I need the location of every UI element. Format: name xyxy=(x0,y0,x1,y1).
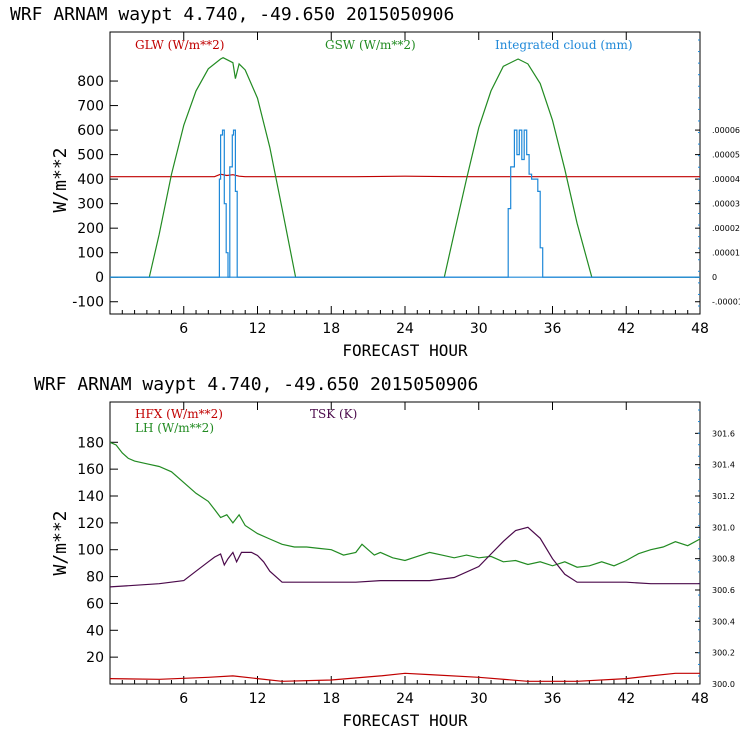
y-tick-label: 160 xyxy=(77,462,104,478)
y-tick-label: 600 xyxy=(77,123,104,139)
legend: HFX (W/m**2)LH (W/m**2) TSK (K) xyxy=(135,407,357,435)
y-tick-label: 40 xyxy=(86,623,104,639)
y-tick-label: 500 xyxy=(77,148,104,164)
right-tick-label: 300.2 xyxy=(712,649,735,658)
right-tick-label: .00005 xyxy=(712,151,740,160)
x-tick-label: 12 xyxy=(249,691,267,707)
chart-title: WRF ARNAM waypt 4.740, -49.650 201505090… xyxy=(34,374,478,395)
x-tick-label: 18 xyxy=(322,321,340,337)
radiation-cloud-chart: WRF ARNAM waypt 4.740, -49.650 201505090… xyxy=(10,4,740,360)
y-tick-label: 120 xyxy=(77,516,104,532)
chart-title: WRF ARNAM waypt 4.740, -49.650 201505090… xyxy=(10,4,454,25)
right-axis-ticks: -.00001 0 .00001 .00002 .00003 .00004 .00005 .0… xyxy=(695,39,740,307)
y-tick-label: 80 xyxy=(86,570,104,586)
right-tick-label: 301.2 xyxy=(712,492,735,501)
x-tick-label: 12 xyxy=(249,321,267,337)
legend-entry: TSK (K) xyxy=(310,407,357,421)
x-tick-label: 30 xyxy=(470,321,488,337)
right-tick-label: 300.0 xyxy=(712,680,735,689)
right-tick-label: .00003 xyxy=(712,200,740,209)
right-tick-label: 301.0 xyxy=(712,523,735,532)
legend-entry: GLW (W/m**2) xyxy=(135,38,224,52)
x-tick-label: 48 xyxy=(691,691,709,707)
x-tick-label: 6 xyxy=(179,691,188,707)
y-tick-label: 100 xyxy=(77,543,104,559)
y-tick-label: 60 xyxy=(86,596,104,612)
y-tick-label: 300 xyxy=(77,197,104,213)
y-tick-label: 700 xyxy=(77,99,104,115)
right-tick-label: .00006 xyxy=(712,126,740,135)
right-tick-label: 301.4 xyxy=(712,461,735,470)
y-axis-ticks: -100 0 100 200 300 400 500 600 700 800 xyxy=(72,74,118,311)
legend-entry: LH (W/m**2) xyxy=(135,421,214,435)
y-tick-label: 400 xyxy=(77,172,104,188)
x-tick-label: 36 xyxy=(544,691,562,707)
series-line-integrated-cloud-mm xyxy=(110,129,700,278)
right-tick-label: .00004 xyxy=(712,175,740,184)
surface-flux-chart: WRF ARNAM waypt 4.740, -49.650 201505090… xyxy=(34,374,735,730)
y-tick-label: 800 xyxy=(77,74,104,90)
series-line-tsk-k xyxy=(109,526,700,588)
y-tick-label: 180 xyxy=(77,435,104,451)
x-axis-ticks: 6 12 18 24 30 36 42 48 xyxy=(121,32,709,337)
x-tick-label: 18 xyxy=(322,691,340,707)
y-axis-label: W/m**2 xyxy=(50,510,71,575)
series-line-gsw-w-m-2 xyxy=(110,57,700,278)
x-tick-label: 36 xyxy=(544,321,562,337)
y-tick-label: 20 xyxy=(86,650,104,666)
series-lines xyxy=(110,57,700,278)
y-tick-label: 0 xyxy=(95,270,104,286)
right-tick-label: -.00001 xyxy=(712,298,740,307)
plot-frame xyxy=(109,31,701,315)
x-tick-label: 42 xyxy=(617,321,635,337)
y-axis-ticks: 20 40 60 80 100 120 140 160 180 xyxy=(77,435,118,666)
series-line-integrated-cloud-day2 xyxy=(110,129,700,278)
series-line-glw-w-m-2 xyxy=(110,173,700,178)
y-tick-label: 100 xyxy=(77,246,104,262)
x-axis-ticks: 6 12 18 24 30 36 42 48 xyxy=(121,402,709,707)
x-tick-label: 6 xyxy=(179,321,188,337)
series-lines xyxy=(109,441,701,682)
x-axis-label: FORECAST HOUR xyxy=(342,711,468,730)
x-tick-label: 30 xyxy=(470,691,488,707)
y-tick-label: 200 xyxy=(77,221,104,237)
legend-entry: Integrated cloud (mm) xyxy=(495,38,633,52)
y-tick-label: -100 xyxy=(72,295,104,311)
right-tick-label: 300.8 xyxy=(712,555,735,564)
x-tick-label: 24 xyxy=(396,321,414,337)
series-line-lh-w-m-2 xyxy=(109,441,701,568)
x-tick-label: 48 xyxy=(691,321,709,337)
legend-entry: HFX (W/m**2) xyxy=(135,407,223,421)
right-tick-label: 300.4 xyxy=(712,617,735,626)
right-axis-ticks: 300.0 300.2 300.4 300.6 300.8 301.0 301.2 301.4… xyxy=(695,409,735,689)
right-tick-label: .00002 xyxy=(712,224,740,233)
x-tick-label: 42 xyxy=(617,691,635,707)
y-tick-label: 140 xyxy=(77,489,104,505)
y-axis-label: W/m**2 xyxy=(50,147,71,212)
x-tick-label: 24 xyxy=(396,691,414,707)
legend: GLW (W/m**2) GSW (W/m**2) Integrated cloud… xyxy=(135,38,633,52)
right-tick-label: .00001 xyxy=(712,249,740,258)
right-tick-label: 0 xyxy=(712,273,717,282)
series-line-hfx-w-m-2 xyxy=(109,672,700,682)
x-axis-label: FORECAST HOUR xyxy=(342,341,468,360)
legend-entry: GSW (W/m**2) xyxy=(325,38,416,52)
right-tick-label: 301.6 xyxy=(712,429,735,438)
plot-frame xyxy=(109,401,701,685)
right-tick-label: 300.6 xyxy=(712,586,735,595)
